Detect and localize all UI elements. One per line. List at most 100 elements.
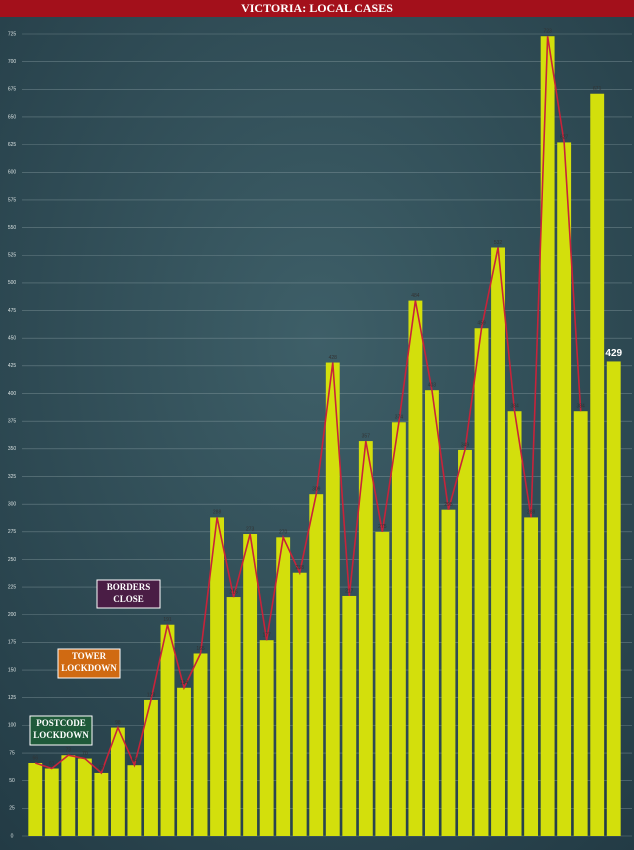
value-label: 57 [99, 765, 105, 771]
y-tick-label: 50 [9, 778, 15, 784]
bar [292, 572, 307, 836]
bar [309, 494, 324, 836]
value-label: 532 [494, 240, 503, 246]
value-label: 70 [82, 751, 88, 757]
y-tick-label: 575 [8, 197, 17, 203]
value-label: 295 [444, 502, 453, 508]
annotation-text: CLOSE [113, 594, 144, 604]
y-tick-label: 550 [8, 225, 17, 231]
chart-title: VICTORIA: LOCAL CASES [241, 1, 393, 15]
bar [77, 758, 92, 836]
bar [375, 531, 390, 836]
value-label: 275 [378, 524, 387, 530]
bar [61, 755, 76, 836]
value-label: 177 [262, 633, 271, 639]
bar [358, 441, 373, 836]
y-tick-label: 350 [8, 446, 17, 452]
title-banner [0, 0, 634, 17]
y-tick-label: 425 [8, 363, 17, 369]
bar [424, 390, 439, 836]
bar [391, 422, 406, 836]
value-label: 134 [180, 680, 189, 686]
value-label: 165 [196, 646, 205, 652]
y-tick-label: 525 [8, 253, 17, 259]
bar [441, 509, 456, 836]
annotation-text: BORDERS [107, 582, 151, 592]
bar [458, 449, 472, 836]
bar [259, 640, 274, 836]
y-tick-label: 25 [9, 806, 15, 812]
bar [557, 142, 572, 837]
value-label: 349 [461, 442, 470, 448]
bar [160, 624, 175, 836]
value-label: 123 [147, 692, 156, 698]
bar [110, 727, 125, 836]
y-tick-label: 250 [8, 557, 17, 563]
y-tick-label: 650 [8, 114, 17, 120]
bar [524, 517, 539, 836]
value-label: 723 [543, 29, 552, 35]
value-label: 216 [229, 589, 238, 595]
value-label: 217 [345, 588, 354, 594]
bar [573, 411, 588, 836]
y-tick-label: 375 [8, 419, 17, 425]
bar [44, 768, 59, 836]
annotation-text: POSTCODE [36, 718, 86, 728]
y-tick-label: 700 [8, 59, 17, 65]
value-label: 98 [115, 720, 121, 726]
y-tick-label: 125 [8, 695, 17, 701]
bar [325, 362, 340, 836]
bar [491, 247, 505, 836]
value-label: 374 [395, 415, 404, 421]
value-label: 384 [510, 404, 519, 410]
y-tick-label: 275 [8, 529, 17, 535]
annotation-box [29, 715, 93, 746]
y-tick-label: 625 [8, 142, 17, 148]
bar [28, 762, 43, 836]
value-label: 73 [66, 748, 72, 754]
y-tick-label: 675 [8, 87, 17, 93]
bar [606, 361, 621, 836]
value-label: 429 [605, 348, 622, 359]
value-label: 357 [362, 433, 371, 439]
value-label: 64 [132, 758, 138, 764]
y-tick-label: 75 [9, 750, 15, 756]
bar [276, 537, 291, 836]
value-label: 191 [163, 617, 172, 623]
bar [177, 687, 191, 836]
y-tick-label: 600 [8, 170, 17, 176]
value-label: 627 [560, 135, 569, 141]
y-tick-label: 175 [8, 640, 17, 646]
bar [408, 300, 423, 837]
y-tick-label: 325 [8, 474, 17, 480]
value-label: 238 [296, 565, 305, 571]
y-tick-label: 450 [8, 336, 17, 342]
bar [474, 328, 489, 836]
bar [540, 36, 555, 837]
y-tick-label: 225 [8, 584, 17, 590]
y-tick-label: 100 [8, 723, 17, 729]
y-tick-label: 200 [8, 612, 17, 618]
annotation-box [57, 648, 121, 679]
y-tick-label: 0 [11, 833, 14, 839]
bar [193, 653, 208, 836]
annotation-box [96, 579, 161, 609]
bar [127, 765, 142, 836]
line [35, 36, 582, 775]
y-tick-label: 475 [8, 308, 17, 314]
value-label: 61 [49, 761, 55, 767]
y-tick-label: 725 [8, 31, 17, 37]
bar [590, 93, 605, 837]
value-label: 428 [329, 355, 338, 361]
y-tick-label: 150 [8, 667, 17, 673]
value-label: 671 [593, 86, 602, 92]
value-label: 403 [428, 383, 437, 389]
value-label: 288 [213, 510, 222, 516]
bar [243, 534, 258, 836]
value-label: 273 [246, 526, 255, 532]
y-tick-label: 300 [8, 501, 17, 507]
y-tick-label: 500 [8, 280, 17, 286]
bar [342, 595, 357, 836]
